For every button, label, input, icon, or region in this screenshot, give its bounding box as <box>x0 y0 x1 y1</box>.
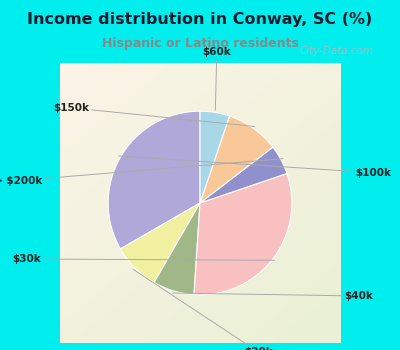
Circle shape <box>259 44 275 60</box>
Text: $100k: $100k <box>118 156 392 178</box>
Text: $30k: $30k <box>12 254 275 264</box>
Wedge shape <box>108 111 200 249</box>
Wedge shape <box>200 147 287 203</box>
Wedge shape <box>194 174 292 295</box>
Text: > $200k: > $200k <box>0 159 283 186</box>
Text: $40k: $40k <box>173 291 374 301</box>
Text: City-Data.com: City-Data.com <box>300 46 374 56</box>
Text: Hispanic or Latino residents: Hispanic or Latino residents <box>102 37 298 50</box>
Wedge shape <box>120 203 200 282</box>
Text: $150k: $150k <box>53 103 255 127</box>
Text: Income distribution in Conway, SC (%): Income distribution in Conway, SC (%) <box>27 12 373 27</box>
Wedge shape <box>200 116 273 203</box>
Wedge shape <box>154 203 200 295</box>
Text: $60k: $60k <box>202 47 231 110</box>
Wedge shape <box>200 111 230 203</box>
Text: $20k: $20k <box>134 270 273 350</box>
